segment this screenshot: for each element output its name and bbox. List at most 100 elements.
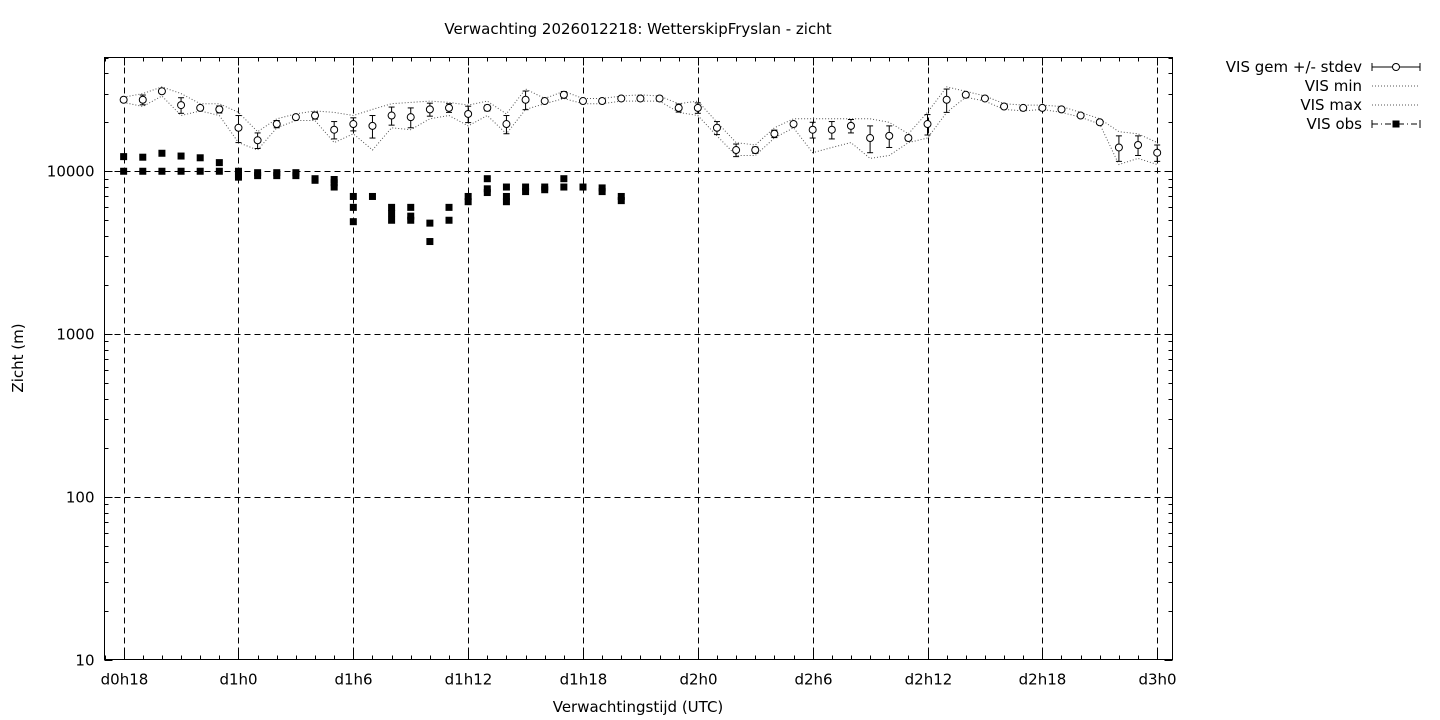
mean-marker (157, 87, 166, 96)
mean-marker (923, 120, 932, 129)
mean-marker (502, 120, 511, 129)
mean-point (789, 120, 798, 129)
x-tick-label: d0h18 (101, 671, 149, 689)
obs-marker (330, 179, 338, 187)
mean-point (272, 120, 281, 129)
mean-point (425, 102, 434, 117)
mean-marker (425, 105, 434, 114)
obs-marker (464, 198, 472, 206)
mean-point (1134, 135, 1143, 156)
mean-point (827, 121, 836, 140)
mean-point (445, 103, 454, 113)
x-tick-label: d2h12 (905, 671, 953, 689)
obs-marker (426, 219, 434, 227)
mean-point (885, 125, 894, 148)
mean-point (980, 94, 989, 103)
mean-point (291, 113, 300, 122)
mean-point (406, 107, 415, 129)
mean-marker (827, 125, 836, 134)
obs-marker (311, 176, 319, 184)
obs-marker (522, 188, 530, 196)
mean-marker (1134, 140, 1143, 149)
observation-points (120, 149, 625, 246)
mean-marker (980, 94, 989, 103)
mean-point (693, 102, 702, 114)
obs-marker (617, 192, 625, 200)
mean-marker (196, 103, 205, 112)
x-tick-label: d2h0 (679, 671, 717, 689)
mean-marker (712, 123, 721, 132)
obs-marker (579, 183, 587, 191)
obs-marker (560, 175, 568, 183)
x-tick-label: d3h0 (1138, 671, 1176, 689)
mean-marker (291, 113, 300, 122)
obs-marker (368, 192, 376, 200)
obs-marker (445, 203, 453, 211)
obs-marker (502, 183, 510, 191)
mean-point (578, 97, 587, 106)
mean-point (674, 103, 683, 113)
mean-marker (445, 103, 454, 112)
mean-marker (885, 131, 894, 140)
obs-marker (502, 198, 510, 206)
obs-marker (407, 203, 415, 211)
obs-marker (215, 167, 223, 175)
mean-point (636, 94, 645, 103)
mean-marker (866, 134, 875, 143)
obs-marker (617, 197, 625, 205)
obs-marker (139, 167, 147, 175)
mean-errorbars (119, 87, 1162, 162)
mean-point (770, 129, 779, 139)
mean-marker (215, 105, 224, 114)
obs-marker (445, 216, 453, 224)
mean-marker (770, 129, 779, 138)
mean-marker (406, 113, 415, 122)
obs-marker (215, 159, 223, 167)
obs-marker (388, 216, 396, 224)
obs-marker (426, 238, 434, 246)
legend-label: VIS min (1305, 77, 1362, 95)
mean-marker (808, 125, 817, 134)
x-tick-label: d2h6 (794, 671, 832, 689)
obs-marker (483, 185, 491, 193)
legend-label: VIS max (1300, 96, 1362, 114)
mean-marker (1153, 148, 1162, 157)
mean-point (196, 103, 205, 112)
mean-marker (598, 97, 607, 106)
mean-marker (311, 111, 320, 120)
x-tick-label: d1h18 (560, 671, 608, 689)
x-axis-label: Verwachtingstijd (UTC) (553, 698, 724, 716)
mean-point (349, 117, 358, 132)
obs-marker (177, 152, 185, 160)
obs-marker (598, 184, 606, 192)
mean-marker (119, 95, 128, 104)
mean-point (923, 114, 932, 136)
mean-marker (253, 136, 262, 145)
mean-marker (234, 123, 243, 132)
mean-point (1114, 135, 1123, 162)
obs-marker (483, 189, 491, 197)
obs-marker (541, 186, 549, 194)
mean-point (1000, 102, 1009, 111)
mean-point (483, 103, 492, 112)
mean-point (961, 90, 970, 99)
obs-marker (254, 172, 262, 180)
mean-point (119, 95, 128, 104)
x-tick-label: d1h12 (445, 671, 493, 689)
mean-marker (559, 90, 568, 99)
mean-point (253, 132, 262, 149)
mean-point (1019, 103, 1028, 112)
mean-point (1095, 118, 1104, 127)
mean-marker (961, 90, 970, 99)
mean-marker (138, 95, 147, 104)
mean-marker (177, 101, 186, 110)
mean-point (904, 134, 913, 143)
obs-marker (388, 210, 396, 218)
mean-marker (349, 120, 358, 129)
obs-marker (196, 167, 204, 175)
mean-point (655, 94, 664, 103)
obs-marker (407, 216, 415, 224)
mean-marker (521, 95, 530, 104)
y-tick-label: 10000 (47, 163, 95, 181)
